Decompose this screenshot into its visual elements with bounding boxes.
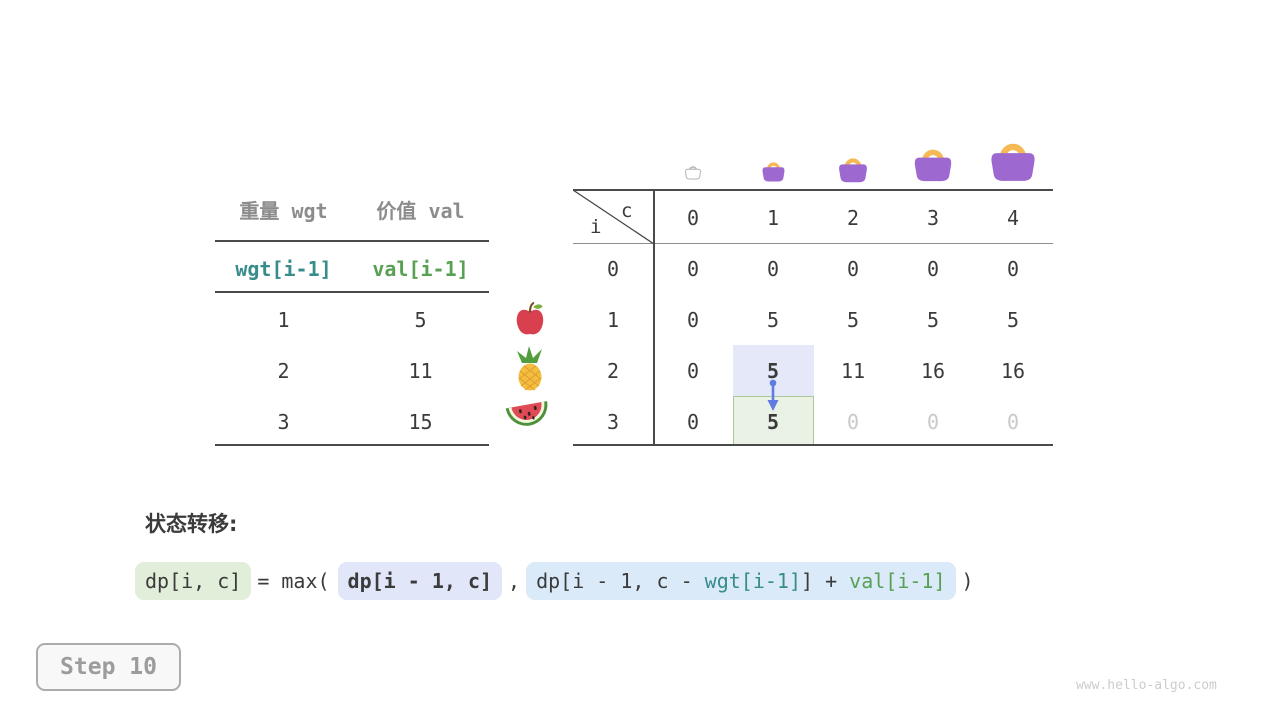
items-index-val: val[i-1]: [372, 257, 469, 281]
dp-cell: 0: [686, 410, 700, 434]
items-table-index-row: wgt[i-1] val[i-1]: [215, 254, 489, 284]
dp-cell: 5: [926, 308, 940, 332]
item-1-value: 5: [414, 308, 427, 332]
items-index-wgt: wgt[i-1]: [235, 257, 332, 281]
dp-row-0: 0 0 0 0 0: [653, 254, 1053, 284]
dp-col-header: 1: [766, 206, 780, 230]
formula-arg2-wgt: wgt[i-1]: [704, 569, 801, 593]
dp-cell-target: 5: [766, 410, 780, 434]
state-transition-label: 状态转移:: [145, 512, 238, 536]
dp-table-line-bottom: [573, 444, 1053, 446]
state-transition-formula: dp[i, c] = max( dp[i - 1, c] , dp[i - 1,…: [135, 560, 980, 602]
apple-icon: [516, 302, 544, 335]
dp-cell: 0: [926, 257, 940, 281]
step-badge: Step 10: [36, 643, 181, 691]
formula-equals: =: [257, 569, 270, 593]
dp-table-corner-diagonal: [573, 190, 654, 244]
items-table-line-mid: [215, 291, 489, 293]
bag-icon-s: [839, 158, 867, 183]
formula-max: max(: [281, 569, 330, 593]
items-table-line-bottom: [215, 444, 489, 446]
dp-corner-col-var: c: [621, 200, 633, 222]
dp-row-header: 0: [606, 257, 620, 281]
dp-table-line-vertical: [653, 189, 655, 446]
ghost-bag-icon: [684, 166, 702, 180]
items-table-line-top: [215, 240, 489, 242]
watermelon-icon: [505, 401, 548, 426]
dp-row-1: 0 5 5 5 5: [653, 305, 1053, 335]
dp-cell: 11: [840, 359, 866, 383]
formula-arg2-pre: dp[i - 1, c -: [536, 569, 705, 593]
item-2-weight: 2: [277, 359, 290, 383]
dp-col-header: 0: [686, 206, 700, 230]
dp-row-3: 0 5 0 0 0: [653, 407, 1053, 437]
dp-cell: 0: [686, 257, 700, 281]
formula-lhs-chip: dp[i, c]: [135, 562, 252, 600]
transition-arrow-icon: [767, 379, 779, 411]
dp-cell: 0: [686, 359, 700, 383]
dp-cell: 0: [686, 308, 700, 332]
dp-cell-unfilled: 0: [1006, 410, 1020, 434]
dp-col-header: 3: [926, 206, 940, 230]
dp-cell: 0: [846, 257, 860, 281]
item-3-weight: 3: [277, 410, 290, 434]
formula-arg2-chip: dp[i - 1, c - wgt[i-1]] + val[i-1]: [526, 562, 956, 600]
items-table-header: 重量 wgt 价值 val: [215, 196, 489, 226]
items-table-row: 2 11: [215, 356, 489, 386]
items-table-row: 1 5: [215, 305, 489, 335]
dp-cell-unfilled: 0: [926, 410, 940, 434]
dp-col-header: 4: [1006, 206, 1020, 230]
item-1-weight: 1: [277, 308, 290, 332]
dp-col-header: 2: [846, 206, 860, 230]
formula-arg1-chip: dp[i - 1, c]: [337, 562, 503, 600]
watermark: www.hello-algo.com: [1076, 678, 1217, 693]
dp-corner-row-var: i: [590, 216, 602, 238]
bag-icon-xs: [762, 162, 785, 182]
dp-cell: 16: [1000, 359, 1026, 383]
dp-row-header: 2: [606, 359, 620, 383]
dp-table-line-header: [573, 243, 1053, 244]
item-3-value: 15: [408, 410, 433, 434]
dp-cell: 0: [766, 257, 780, 281]
dp-row-2: 0 5 11 16 16: [653, 356, 1053, 386]
dp-table-line-top: [573, 189, 1053, 191]
pineapple-icon: [517, 346, 542, 391]
formula-close-paren: ): [961, 569, 974, 593]
items-table-row: 3 15: [215, 407, 489, 437]
formula-arg2-mid: ] +: [801, 569, 850, 593]
dp-cell: 5: [1006, 308, 1020, 332]
dp-cell: 0: [1006, 257, 1020, 281]
bag-icon-l: [991, 143, 1035, 181]
dp-cell-source: 5: [766, 359, 780, 383]
dp-cell: 5: [846, 308, 860, 332]
dp-col-headers: 0 1 2 3 4: [653, 203, 1053, 233]
items-header-val: 价值 val: [376, 199, 465, 223]
bag-icon-m: [914, 149, 952, 182]
dp-cell-unfilled: 0: [846, 410, 860, 434]
formula-arg2-val: val[i-1]: [849, 569, 946, 593]
dp-row-header: 3: [606, 410, 620, 434]
items-header-wgt: 重量 wgt: [239, 199, 328, 223]
dp-cell: 5: [766, 308, 780, 332]
dp-cell: 16: [920, 359, 946, 383]
formula-comma: ,: [508, 569, 521, 593]
dp-row-header: 1: [606, 308, 620, 332]
item-2-value: 11: [408, 359, 433, 383]
